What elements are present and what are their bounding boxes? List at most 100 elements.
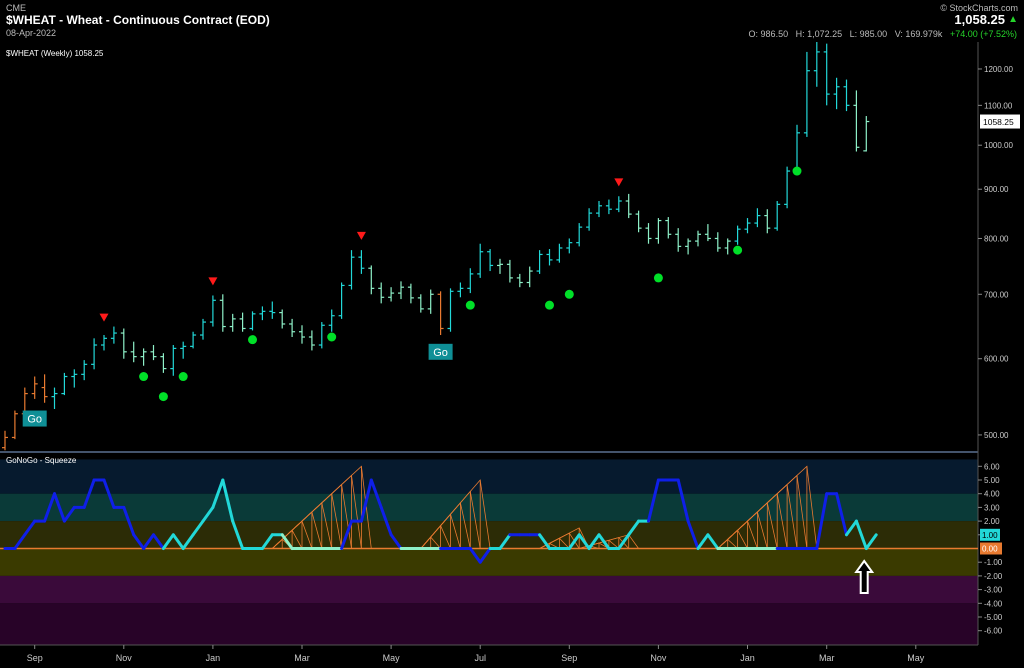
price-bar	[358, 250, 365, 274]
time-tick-label: Nov	[116, 653, 133, 663]
symbol-title: $WHEAT - Wheat - Continuous Contract (EO…	[6, 13, 270, 27]
oscillator-segment	[627, 519, 641, 537]
price-tick-label: 900.00	[984, 185, 1009, 194]
osc-tick-label: 3.00	[984, 503, 1000, 512]
price-bar	[605, 199, 612, 215]
oscillator-segment	[647, 478, 660, 523]
oscillator-segment	[142, 533, 155, 550]
price-bar	[784, 166, 791, 209]
oscillator-segment	[201, 505, 215, 523]
price-bar	[200, 318, 206, 340]
price-bar	[2, 430, 8, 451]
price-bar	[506, 259, 513, 283]
price-bar	[31, 376, 38, 399]
price-bar	[843, 79, 850, 112]
oscillator-background-bands	[0, 459, 978, 645]
high-value: H: 1,072.25	[795, 29, 843, 39]
price-bar	[279, 309, 286, 329]
low-value: L: 985.00	[849, 29, 888, 39]
price-bar	[477, 243, 484, 278]
oscillator-segment	[845, 519, 858, 537]
price-bar	[635, 210, 642, 233]
price-bar	[596, 201, 602, 218]
green-dot-signal	[733, 245, 743, 255]
go-zone-band-upper	[0, 459, 978, 494]
price-bar	[417, 294, 424, 313]
price-bar	[853, 90, 860, 152]
price-bar	[407, 283, 414, 304]
open-value: O: 986.50	[748, 29, 789, 39]
price-tick-label: 800.00	[984, 234, 1009, 243]
price-bar	[447, 288, 454, 332]
price-bar	[803, 51, 810, 137]
green-dot-signal	[465, 300, 475, 310]
price-bar	[675, 228, 682, 252]
osc-zero-badge	[980, 542, 1002, 555]
price-bar	[833, 77, 840, 110]
price-tick-label: 600.00	[984, 355, 1009, 364]
price-bar	[813, 35, 820, 87]
price-bar	[546, 249, 553, 266]
price-bar	[724, 238, 731, 255]
price-bar	[130, 341, 137, 363]
go-label-text: Go	[433, 347, 448, 359]
time-tick-label: Sep	[27, 653, 43, 663]
copyright: © StockCharts.com	[940, 3, 1018, 13]
axes: 500.00 600.00 700.00 800.00 900.00 1000.00 110…	[6, 49, 1020, 663]
oscillator-segment	[23, 519, 37, 537]
green-dot-signal	[248, 335, 257, 345]
oscillator-segment	[369, 478, 383, 509]
price-bar	[754, 208, 761, 228]
osc-tick-label: 6.00	[984, 462, 1000, 471]
oscillator-segment	[211, 478, 225, 509]
red-triangle-signal	[614, 178, 624, 187]
price-bar	[190, 331, 197, 349]
nogo-zone-band-lower	[0, 603, 978, 645]
oscillator-segment	[379, 505, 393, 537]
price-bar	[219, 294, 226, 332]
time-tick-label: Jan	[206, 653, 221, 663]
oscillator-panel-legend: GoNoGo - Squeeze	[6, 456, 77, 465]
osc-zero-badge-text: 0.00	[982, 545, 998, 554]
oscillator-segment	[82, 478, 96, 509]
price-bar	[823, 43, 830, 106]
price-bar	[259, 306, 266, 321]
oscillator-segment	[132, 533, 146, 550]
price-bar	[863, 116, 870, 152]
price-bar	[328, 309, 335, 332]
osc-tick-label: -4.00	[984, 599, 1003, 608]
price-bar	[576, 223, 583, 247]
price-bar	[714, 232, 721, 252]
oscillator-segment	[53, 492, 66, 523]
price-bar	[566, 238, 573, 254]
oscillator-segment	[478, 547, 492, 564]
oscillator-segment	[676, 478, 690, 523]
osc-tick-label: -5.00	[984, 613, 1003, 622]
price-bar	[615, 196, 622, 213]
price-bar	[140, 348, 147, 366]
red-triangle-signal	[99, 313, 109, 322]
price-bar	[427, 289, 434, 314]
osc-last-badge	[980, 528, 1000, 541]
oscillator-segment	[538, 533, 551, 550]
ohlc-readout: O: 986.50 H: 1,072.25 L: 985.00 V: 169.9…	[749, 29, 1017, 39]
red-triangle-signal	[208, 277, 218, 286]
oscillator-segment	[181, 533, 195, 550]
price-bar	[665, 217, 672, 239]
price-tick-label: 700.00	[984, 290, 1009, 299]
volume-value: V: 169.979k	[894, 29, 943, 39]
price-annotations: Go Go	[22, 166, 875, 594]
nogo-zone-band-low	[0, 548, 978, 576]
chart-header: CME $WHEAT - Wheat - Continuous Contract…	[0, 0, 1024, 42]
price-bar	[516, 273, 523, 288]
price-bar	[209, 295, 216, 327]
osc-tick-label: -3.00	[984, 586, 1003, 595]
price-bar	[695, 230, 701, 247]
price-bar	[586, 208, 593, 231]
oscillator-segment	[498, 533, 512, 550]
oscillator-segment	[43, 492, 56, 523]
price-bar	[110, 326, 117, 344]
oscillator-segment	[62, 505, 76, 523]
oscillator-segment	[587, 533, 601, 550]
